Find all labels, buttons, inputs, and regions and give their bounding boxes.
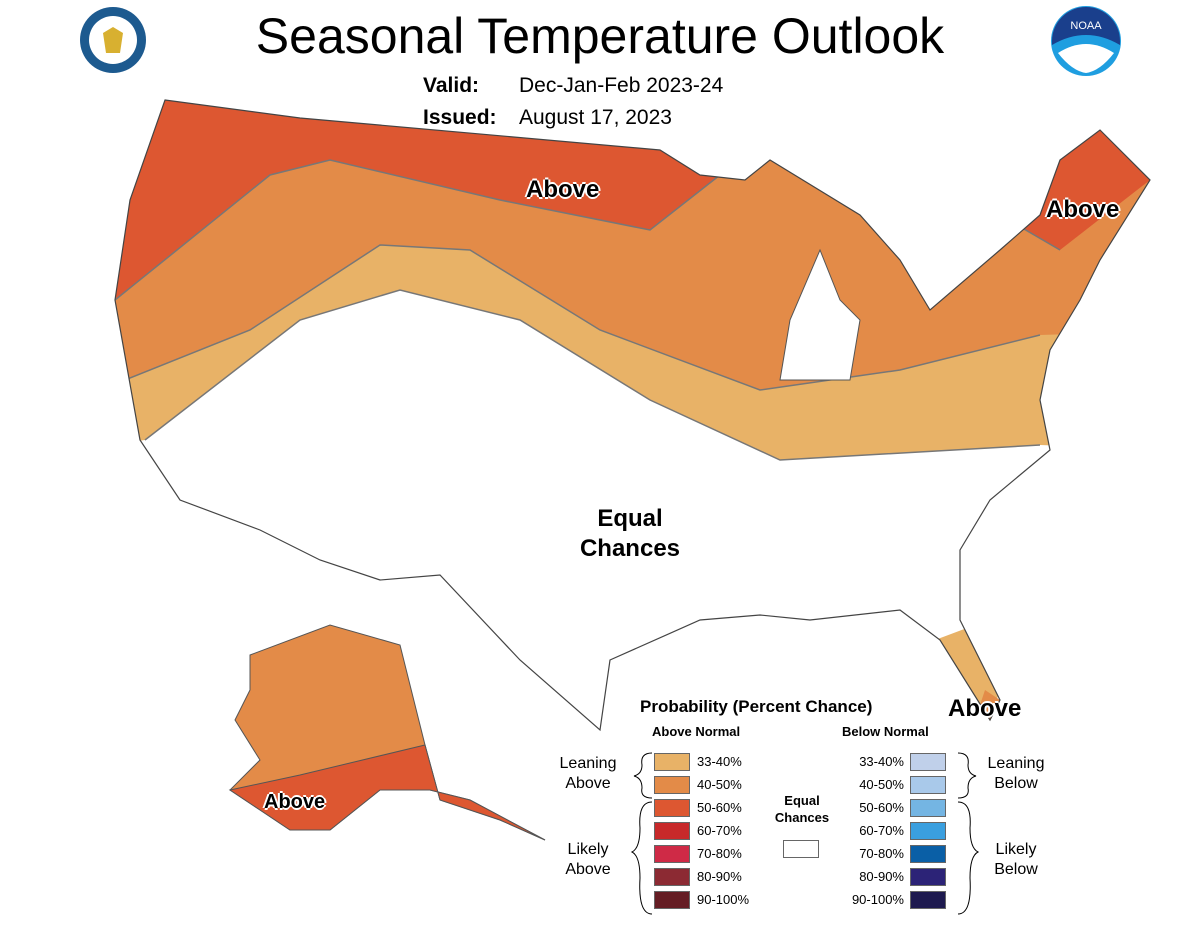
legend-above-header: Above Normal: [652, 724, 741, 739]
below-range-5: 80-90%: [859, 869, 904, 884]
below-range-2: 50-60%: [859, 800, 904, 815]
florida-tip-region: [980, 690, 1000, 722]
likely-above-northeast-region: [1000, 130, 1150, 250]
below-swatch-4: [910, 845, 946, 863]
above-range-2: 50-60%: [697, 800, 742, 815]
label-above-northeast: Above: [1046, 196, 1120, 223]
valid-value: Dec-Jan-Feb 2023-24: [519, 74, 724, 97]
equal-chances-swatch: [783, 840, 819, 858]
legend-below-header: Below Normal: [842, 724, 929, 739]
leaning-below-label: Leaning Below: [987, 755, 1045, 792]
below-swatch-3: [910, 822, 946, 840]
issued-value: August 17, 2023: [519, 106, 672, 129]
issued-label: Issued:: [423, 106, 497, 129]
below-swatch-1: [910, 776, 946, 794]
above-swatch-6: [654, 891, 690, 909]
below-swatch-5: [910, 868, 946, 886]
above-range-4: 70-80%: [697, 846, 742, 861]
noaa-logo-text: NOAA: [1070, 20, 1102, 32]
below-swatch-2: [910, 799, 946, 817]
above-range-6: 90-100%: [697, 892, 750, 907]
above-range-0: 33-40%: [697, 754, 742, 769]
below-range-3: 60-70%: [859, 823, 904, 838]
legend-title: Probability (Percent Chance): [640, 697, 873, 716]
label-above-north: Above: [526, 176, 600, 203]
above-swatch-2: [654, 799, 690, 817]
equal-chances-label: Equal Chances: [774, 793, 830, 825]
conus-outline: [114, 99, 1151, 732]
category-boundaries: [115, 159, 1061, 461]
above-swatch-5: [654, 868, 690, 886]
below-range-6: 90-100%: [851, 892, 904, 907]
likely-above-northwest-region: [115, 100, 720, 310]
below-swatch-6: [910, 891, 946, 909]
above-range-3: 60-70%: [697, 823, 742, 838]
noaa-logo: NOAA: [1051, 6, 1121, 76]
label-above-florida: Above: [948, 695, 1022, 722]
above-swatch-1: [654, 776, 690, 794]
above-swatch-0: [654, 753, 690, 771]
leaning-above-label: Leaning Above: [559, 755, 617, 792]
above-braces: [630, 752, 653, 915]
lake-michigan: [779, 248, 861, 381]
issued-line: Issued: August 17, 2023: [423, 105, 672, 131]
above-range-1: 40-50%: [697, 777, 742, 792]
below-range-1: 40-50%: [859, 777, 904, 792]
commerce-seal-logo: [80, 7, 146, 73]
below-range-0: 33-40%: [859, 754, 904, 769]
below-braces: [957, 752, 980, 915]
label-equal-chances: Equal Chances: [579, 505, 681, 562]
below-range-4: 70-80%: [859, 846, 904, 861]
valid-label: Valid:: [423, 74, 480, 97]
page-title: Seasonal Temperature Outlook: [255, 8, 945, 64]
above-swatch-4: [654, 845, 690, 863]
likely-above-label: Likely Above: [565, 841, 611, 878]
label-above-alaska: Above: [264, 791, 326, 813]
alaska-likely-region: [228, 744, 546, 841]
above-swatch-3: [654, 822, 690, 840]
valid-line: Valid: Dec-Jan-Feb 2023-24: [423, 73, 723, 99]
likely-below-label: Likely Below: [994, 841, 1038, 878]
above-range-5: 80-90%: [697, 869, 742, 884]
below-swatch-0: [910, 753, 946, 771]
